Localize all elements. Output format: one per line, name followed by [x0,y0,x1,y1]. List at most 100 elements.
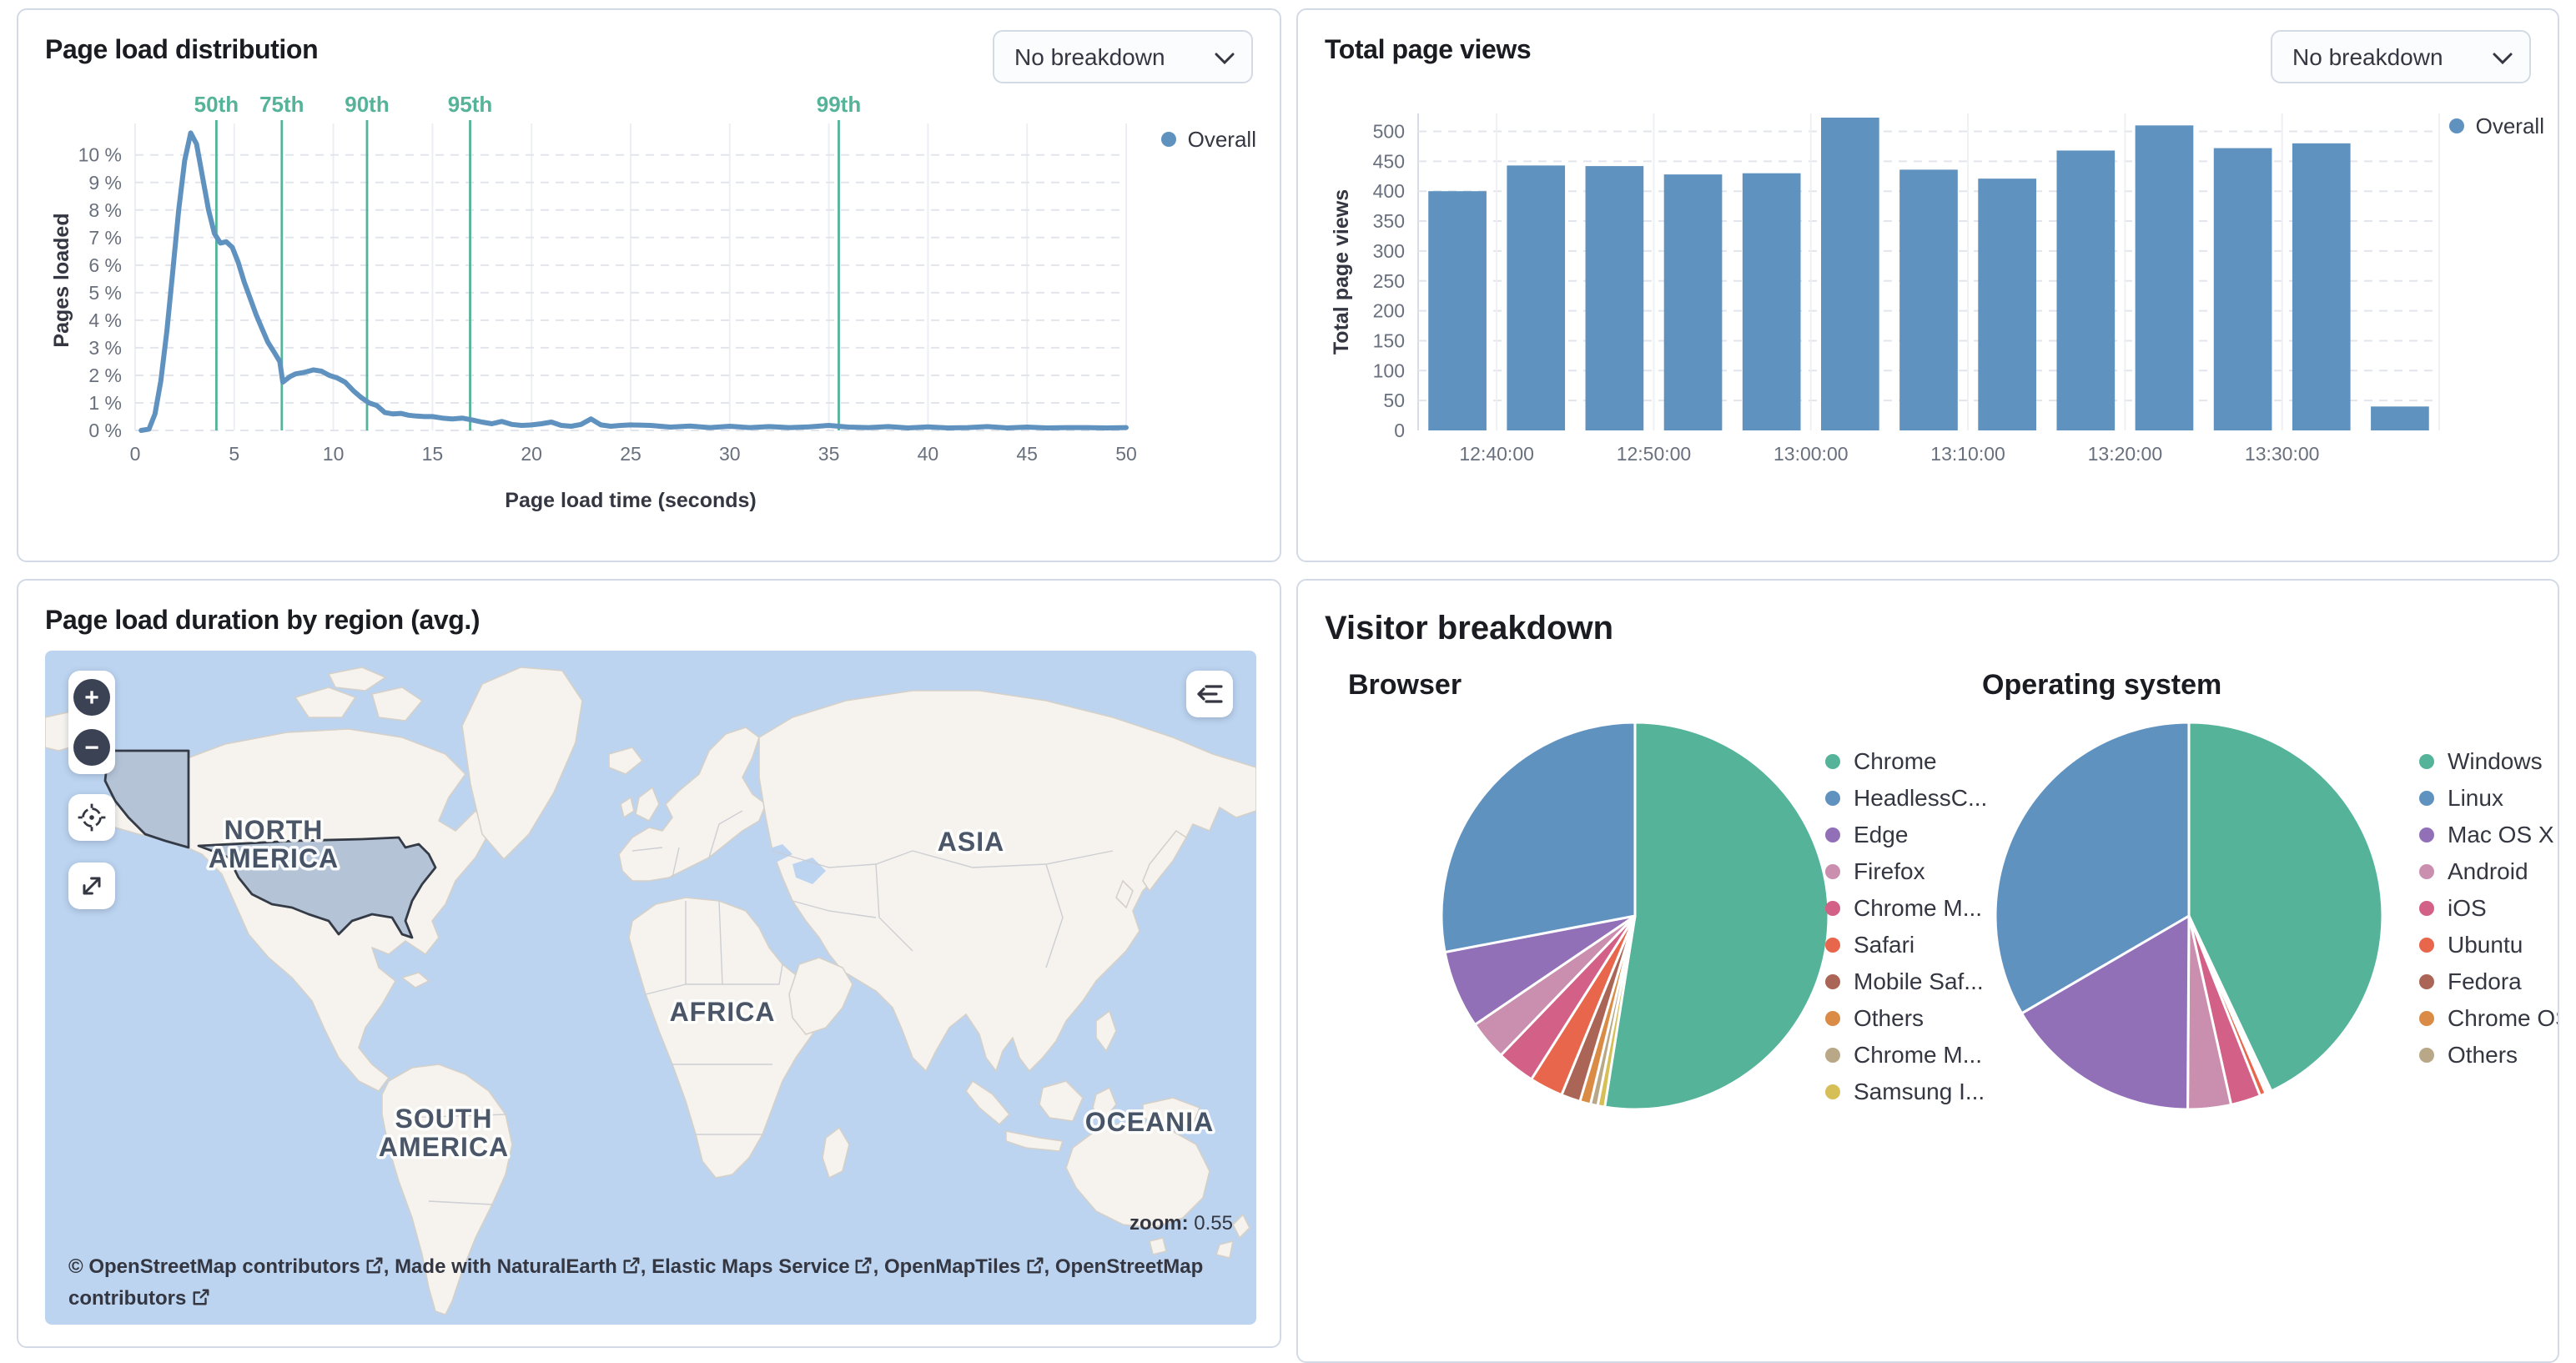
svg-text:100: 100 [1373,360,1405,381]
legend-dot [2419,827,2434,842]
legend-label: Firefox [1854,858,1925,884]
pie-legend-item[interactable]: Android [2419,853,2558,889]
pie-legend-item[interactable]: Chrome M... [1825,1036,1987,1073]
pie-legend-item[interactable]: Chrome M... [1825,889,1987,926]
map-zoom-label: zoom: [1129,1211,1189,1235]
svg-text:SOUTH: SOUTH [395,1104,493,1134]
svg-text:250: 250 [1373,270,1405,292]
svg-text:3 %: 3 % [88,337,122,359]
pie-legend-item[interactable]: Samsung I... [1825,1073,1987,1109]
pie-legend-item[interactable]: Firefox [1825,853,1987,889]
external-link-icon [856,1257,873,1274]
fit-to-data-button[interactable] [68,794,115,841]
attribution-link[interactable]: Elastic Maps Service [652,1255,873,1278]
legend-dot [2448,118,2464,133]
svg-text:50th: 50th [194,92,239,117]
pie-legend-item[interactable]: Safari [1825,926,1987,963]
legend-label: Android [2448,858,2528,884]
pie-legend-item[interactable]: Others [1825,999,1987,1036]
pie-legend-item[interactable]: iOS [2419,889,2558,926]
world-map[interactable]: NORTH AMERICA ASIA AFRICA SOUTH AMERICA OCEANI… [45,651,1256,1325]
map-canvas[interactable]: NORTHAMERICAASIAAFRICASOUTHAMERICAOCEANI… [45,651,1256,1325]
legend-label: Samsung I... [1854,1078,1985,1104]
external-link-icon [192,1289,209,1305]
zoom-in-button[interactable]: + [68,674,115,721]
legend-label: Linux [2448,784,2503,811]
legend-label: Chrome M... [1854,1041,1983,1068]
pie-legend-item[interactable]: Mac OS X [2419,816,2558,853]
pie-legend-item[interactable]: Linux [2419,779,2558,816]
svg-text:10: 10 [323,443,345,465]
us-region-shape[interactable] [103,749,437,939]
svg-text:OCEANIA: OCEANIA [1085,1107,1215,1137]
svg-text:45: 45 [1016,443,1038,465]
attribution-link[interactable]: Made with NaturalEarth [395,1255,641,1278]
series-legend[interactable]: Overall [1160,127,1256,152]
pie-legend-item[interactable]: Ubuntu [2419,926,2558,963]
attribution-link[interactable]: OpenStreetMap contributors [68,1255,1203,1310]
attribution-link-label: © OpenStreetMap contributors [68,1255,360,1278]
svg-text:0: 0 [130,443,141,465]
svg-text:5: 5 [229,443,239,465]
svg-text:150: 150 [1373,329,1405,351]
pie-legend-item[interactable]: Others [2419,1036,2558,1073]
collapse-legend-button[interactable] [1186,671,1233,717]
svg-text:AFRICA: AFRICA [670,997,776,1027]
legend-dot [1825,1047,1840,1062]
pie-legend-item[interactable]: Chrome [1825,742,1987,779]
svg-text:13:30:00: 13:30:00 [2245,443,2320,465]
attribution-link[interactable]: © OpenStreetMap contributors [68,1255,384,1278]
browser-breakdown: Browser Chrome HeadlessC... Edge Firefox Chr… [1325,652,1987,1119]
breakdown-select[interactable]: No breakdown [2271,30,2531,83]
legend-dot [2419,973,2434,988]
legend-dot [1825,863,1840,878]
pie-legend-item[interactable]: HeadlessC... [1825,779,1987,816]
svg-text:75th: 75th [259,92,304,117]
os-pie-chart[interactable] [1985,712,2392,1119]
legend-dot [1825,900,1840,915]
svg-text:0 %: 0 % [88,420,122,441]
legend-dot [1825,937,1840,952]
svg-text:200: 200 [1373,300,1405,322]
map-zoom-controls: + − [68,671,115,774]
browser-pie-chart[interactable] [1431,712,1839,1119]
legend-dot [1160,132,1176,147]
legend-label: Mac OS X [2448,821,2554,847]
legend-dot [2419,937,2434,952]
total-page-views-chart[interactable]: 0 50 100 150 200 250 300 350 400 450 500 12:40:00 12… [1325,87,2516,531]
svg-text:12:40:00: 12:40:00 [1459,443,1534,465]
svg-text:AMERICA: AMERICA [379,1132,509,1162]
svg-text:13:20:00: 13:20:00 [2088,443,2163,465]
zoom-out-button[interactable]: − [68,724,115,771]
breakdown-select-value: No breakdown [2292,43,2443,70]
page-load-distribution-chart[interactable]: 0 5 10 15 20 25 30 35 40 45 50 0 % 1 % 2 % 3 % 4 % 5 % 6 … [45,87,1230,531]
legend-dot [2419,790,2434,805]
legend-label: Fedora [2448,968,2522,994]
legend-label: Mobile Saf... [1854,968,1984,994]
svg-text:AMERICA: AMERICA [209,843,339,873]
attribution-link-label: OpenStreetMap contributors [68,1255,1204,1310]
pie-legend-item[interactable]: Mobile Saf... [1825,963,1987,999]
chevron-down-icon [1215,53,1235,65]
breakdown-select[interactable]: No breakdown [993,30,1253,83]
legend-label: HeadlessC... [1854,784,1988,811]
svg-text:500: 500 [1373,121,1405,143]
panel-visitor-breakdown: Visitor breakdown Browser Chrome Headless… [1296,579,2559,1363]
attribution-link-label: Elastic Maps Service [652,1255,850,1278]
pie-legend-item[interactable]: Windows [2419,742,2558,779]
legend-dot [1825,1084,1840,1099]
svg-text:ASIA: ASIA [938,827,1004,857]
expand-map-button[interactable] [68,863,115,909]
pie-legend-item[interactable]: Chrome OS [2419,999,2558,1036]
svg-text:7 %: 7 % [88,227,122,249]
svg-text:13:00:00: 13:00:00 [1774,443,1849,465]
series-legend[interactable]: Overall [2448,113,2544,138]
pie-legend-item[interactable]: Edge [1825,816,1987,853]
os-breakdown: Operating system Windows Linux Mac OS X And… [1952,652,2558,1119]
panel-page-load-duration-map: Page load duration by region (avg.) NORT… [17,579,1281,1348]
attribution-link[interactable]: OpenMapTiles [884,1255,1044,1278]
page-title: Total page views [1325,37,1532,65]
pie-legend-item[interactable]: Fedora [2419,963,2558,999]
legend-label: Others [2448,1041,2518,1068]
minus-icon: − [73,729,110,766]
